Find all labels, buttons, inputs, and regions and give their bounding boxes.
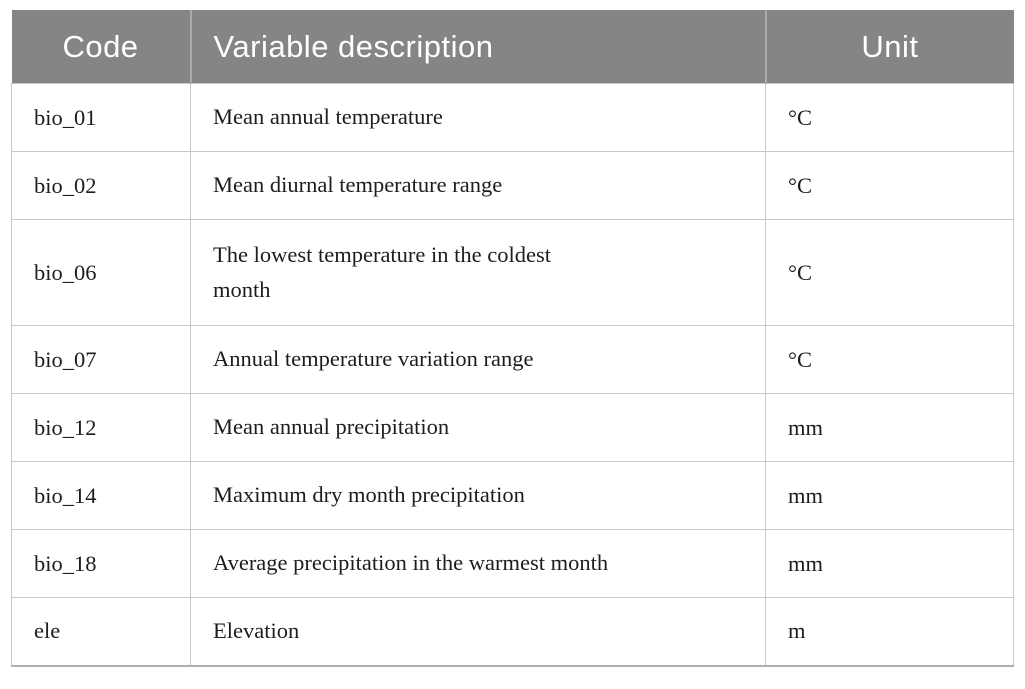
table-row: bio_07 Annual temperature variation rang… bbox=[11, 325, 1014, 394]
code-cell: bio_07 bbox=[11, 325, 191, 394]
description-cell: Maximum dry month precipitation bbox=[190, 461, 766, 530]
table-row: bio_01 Mean annual temperature °C bbox=[11, 83, 1014, 152]
code-cell: bio_18 bbox=[11, 529, 191, 598]
variables-table: Code Variable description Unit bio_01 Me… bbox=[11, 10, 1014, 667]
code-cell: bio_12 bbox=[11, 393, 191, 462]
unit-cell: °C bbox=[765, 219, 1014, 326]
col-header-unit: Unit bbox=[764, 10, 1014, 84]
code-cell: bio_14 bbox=[11, 461, 191, 530]
table-row: bio_06 The lowest temperature in the col… bbox=[11, 219, 1014, 326]
table-row: ele Elevation m bbox=[11, 597, 1014, 667]
code-cell: ele bbox=[11, 597, 191, 667]
description-cell: Annual temperature variation range bbox=[190, 325, 766, 394]
header-row: Code Variable description Unit bbox=[11, 10, 1014, 84]
col-header-variable-description: Variable description bbox=[189, 10, 766, 84]
code-cell: bio_01 bbox=[11, 83, 191, 152]
code-cell: bio_02 bbox=[11, 151, 191, 220]
description-cell: Average precipitation in the warmest mon… bbox=[190, 529, 766, 598]
col-header-code: Code bbox=[11, 10, 191, 84]
unit-cell: °C bbox=[765, 83, 1014, 152]
unit-cell: °C bbox=[765, 151, 1014, 220]
page: Code Variable description Unit bio_01 Me… bbox=[11, 10, 1014, 667]
description-cell: Mean diurnal temperature range bbox=[190, 151, 766, 220]
unit-cell: m bbox=[765, 597, 1014, 667]
table-row: bio_14 Maximum dry month precipitation m… bbox=[11, 461, 1014, 530]
table-row: bio_18 Average precipitation in the warm… bbox=[11, 529, 1014, 598]
table-row: bio_12 Mean annual precipitation mm bbox=[11, 393, 1014, 462]
code-cell: bio_06 bbox=[11, 219, 191, 326]
table-row: bio_02 Mean diurnal temperature range °C bbox=[11, 151, 1014, 220]
unit-cell: mm bbox=[765, 393, 1014, 462]
unit-cell: mm bbox=[765, 461, 1014, 530]
description-cell: Mean annual precipitation bbox=[190, 393, 766, 462]
description-cell: The lowest temperature in the coldest mo… bbox=[190, 219, 766, 326]
unit-cell: °C bbox=[765, 325, 1014, 394]
description-cell: Mean annual temperature bbox=[190, 83, 766, 152]
unit-cell: mm bbox=[765, 529, 1014, 598]
description-cell: Elevation bbox=[190, 597, 766, 667]
